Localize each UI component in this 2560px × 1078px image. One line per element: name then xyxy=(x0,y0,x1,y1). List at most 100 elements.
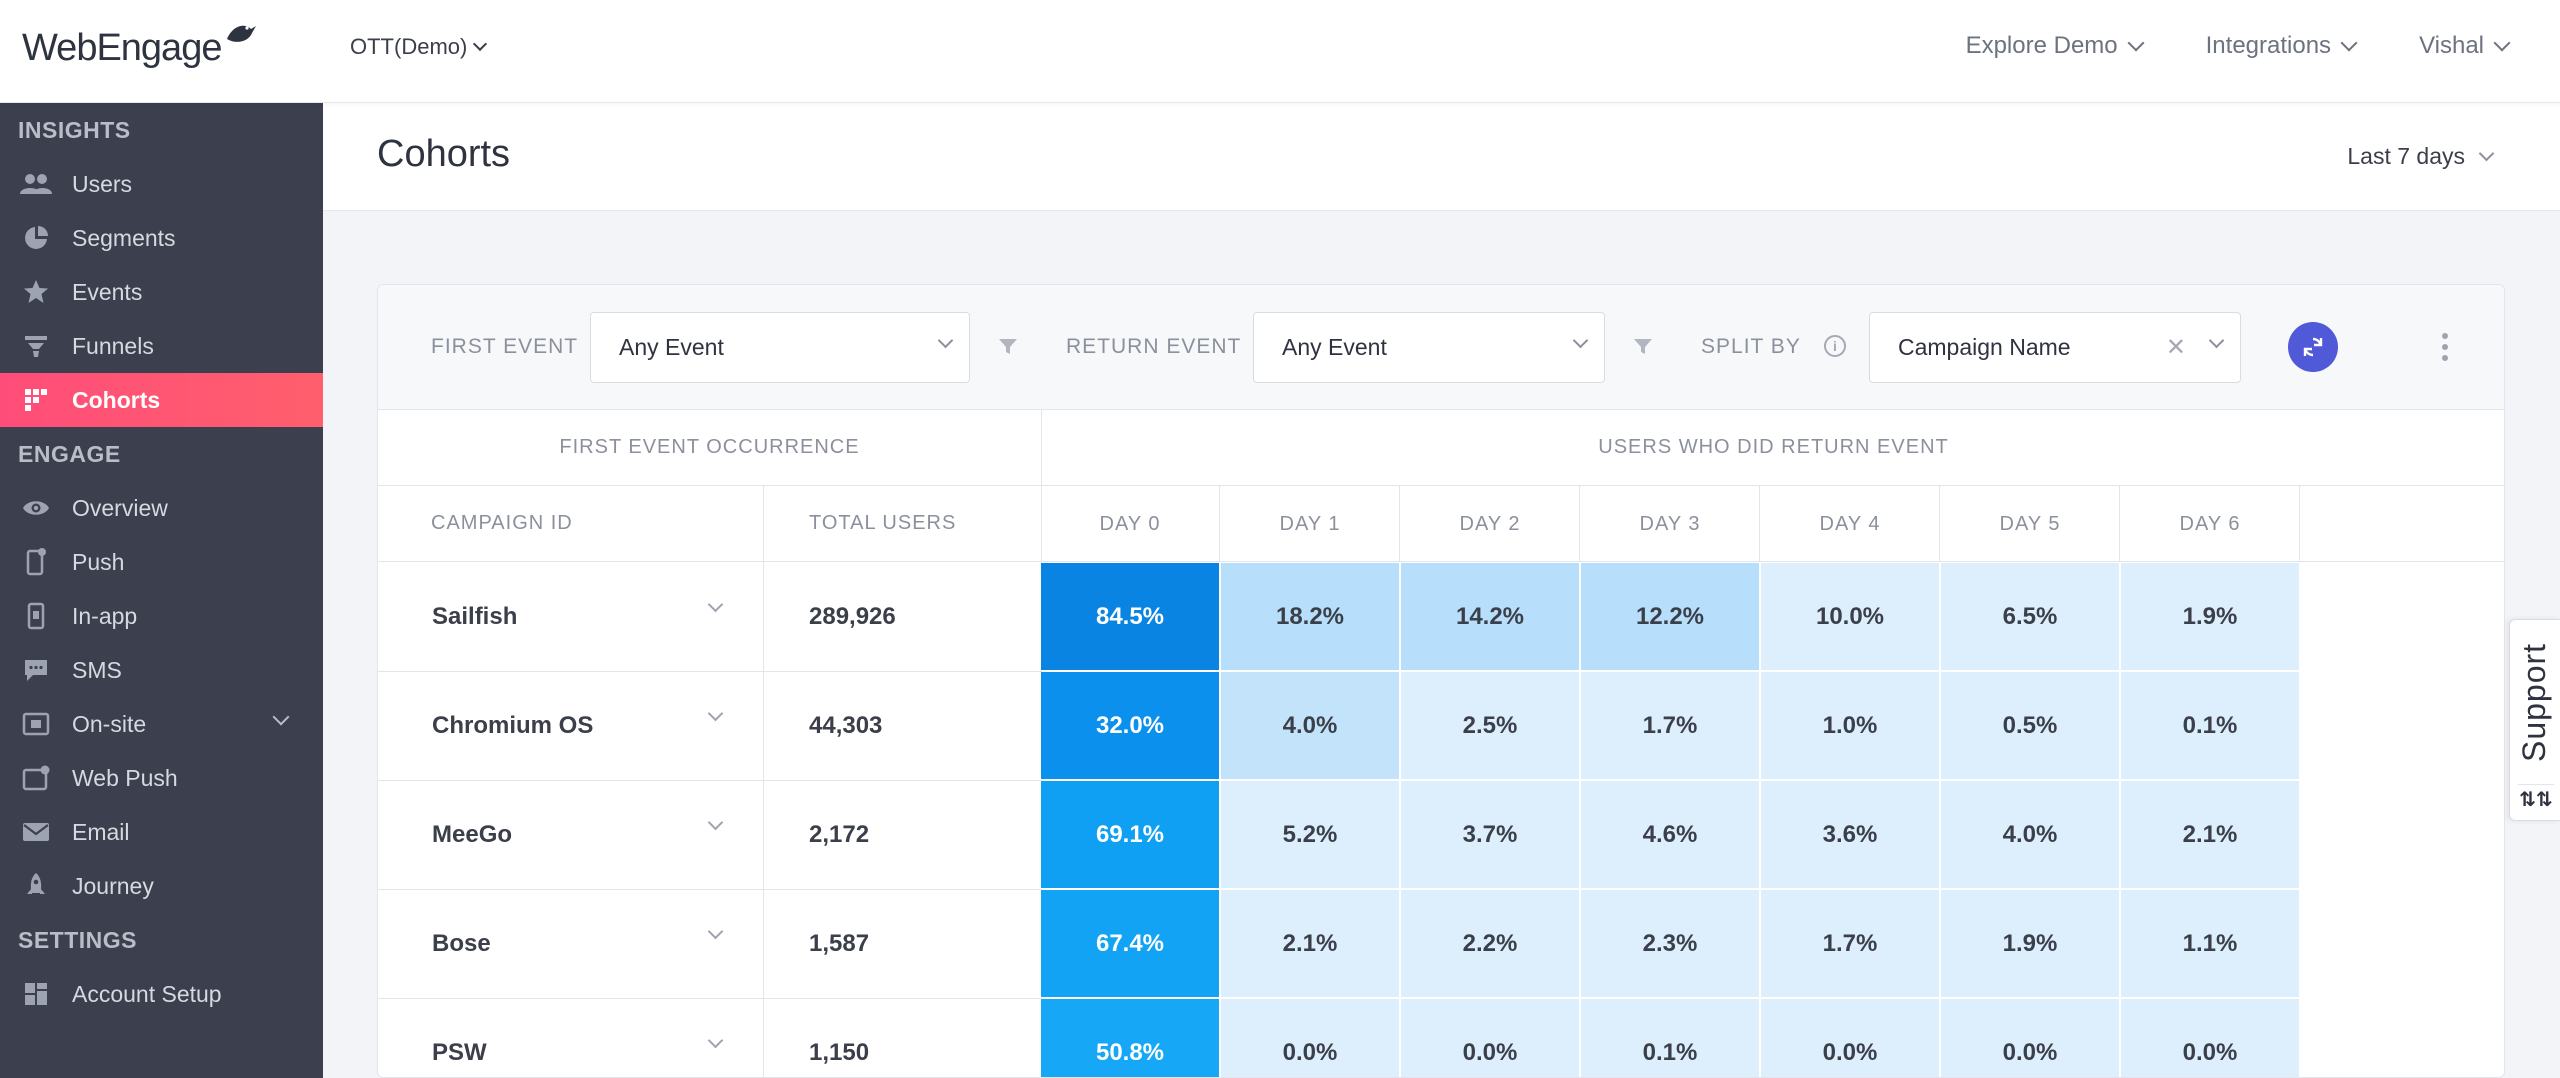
sidebar-item-journey[interactable]: Journey xyxy=(0,859,323,913)
retention-cell[interactable]: 0.0% xyxy=(1401,999,1580,1077)
retention-cell[interactable]: 0.1% xyxy=(2121,672,2300,780)
project-selector[interactable]: OTT(Demo) xyxy=(350,34,488,60)
table-row[interactable]: MeeGo 2,172 xyxy=(378,781,1041,890)
retention-cell[interactable]: 0.0% xyxy=(1761,999,1940,1077)
sidebar-item-email[interactable]: Email xyxy=(0,805,323,859)
total-users: 1,150 xyxy=(809,1039,870,1066)
table-row[interactable]: PSW 1,150 xyxy=(378,999,1041,1077)
retention-cell[interactable]: 0.5% xyxy=(1941,672,2120,780)
table-row[interactable]: Chromium OS 44,303 xyxy=(378,672,1041,781)
top-bar: WebEngage OTT(Demo) Explore Demo Integra… xyxy=(0,0,2560,103)
sidebar-item-users[interactable]: Users xyxy=(0,157,323,211)
retention-cell[interactable]: 5.2% xyxy=(1221,781,1400,889)
chevron-down-icon[interactable] xyxy=(707,923,724,940)
date-range-selector[interactable]: Last 7 days xyxy=(2347,143,2495,170)
retention-cell[interactable]: 14.2% xyxy=(1401,563,1580,671)
bird-icon xyxy=(223,14,257,57)
sidebar-item-label: Account Setup xyxy=(72,980,222,1007)
campaign-name: PSW xyxy=(432,1039,487,1066)
sidebar-item-overview[interactable]: Overview xyxy=(0,481,323,535)
star-icon xyxy=(18,277,54,307)
explore-demo-menu[interactable]: Explore Demo xyxy=(1966,32,2145,60)
sidebar-section-engage: ENGAGE xyxy=(18,440,121,467)
chevron-down-icon[interactable] xyxy=(707,1032,724,1049)
retention-cell[interactable]: 1.0% xyxy=(1761,672,1940,780)
retention-cell[interactable]: 6.5% xyxy=(1941,563,2120,671)
retention-cell[interactable]: 2.1% xyxy=(1221,890,1400,998)
info-icon[interactable]: i xyxy=(1824,335,1846,357)
retention-cell[interactable]: 3.7% xyxy=(1401,781,1580,889)
retention-cell[interactable]: 0.1% xyxy=(1581,999,1760,1077)
first-event-select[interactable]: Any Event xyxy=(590,312,970,383)
more-options-icon[interactable] xyxy=(2442,333,2448,361)
web-push-icon xyxy=(18,763,54,793)
retention-cell[interactable]: 4.0% xyxy=(1221,672,1400,780)
chevron-down-icon[interactable] xyxy=(707,596,724,613)
user-menu[interactable]: Vishal xyxy=(2419,32,2511,60)
split-by-value: Campaign Name xyxy=(1898,334,2071,360)
retention-cell[interactable]: 67.4% xyxy=(1041,890,1220,998)
retention-cell[interactable]: 3.6% xyxy=(1761,781,1940,889)
sidebar-item-segments[interactable]: Segments xyxy=(0,211,323,265)
filter-icon[interactable] xyxy=(998,337,1018,362)
chevron-down-icon xyxy=(473,36,488,52)
split-by-select[interactable]: Campaign Name ✕ xyxy=(1869,312,2241,383)
sidebar-item-label: Overview xyxy=(72,494,168,521)
total-users: 2,172 xyxy=(809,821,870,848)
mobile-push-icon xyxy=(18,547,54,577)
retention-cell[interactable]: 50.8% xyxy=(1041,999,1220,1077)
return-event-select[interactable]: Any Event xyxy=(1253,312,1605,383)
sidebar-item-funnels[interactable]: Funnels xyxy=(0,319,323,373)
chevron-down-icon[interactable] xyxy=(707,705,724,722)
retention-cell[interactable]: 4.6% xyxy=(1581,781,1760,889)
sidebar-item-cohorts[interactable]: Cohorts xyxy=(0,373,323,427)
table-row[interactable]: Bose 1,587 xyxy=(378,890,1041,999)
chevron-down-icon[interactable] xyxy=(707,814,724,831)
integrations-menu[interactable]: Integrations xyxy=(2206,32,2358,60)
sidebar-item-account-setup[interactable]: Account Setup xyxy=(0,967,323,1021)
retention-cell[interactable]: 1.1% xyxy=(2121,890,2300,998)
refresh-button[interactable] xyxy=(2288,322,2338,372)
page-header: Cohorts Last 7 days xyxy=(323,103,2560,211)
split-by-label: SPLIT BY xyxy=(1701,335,1801,358)
retention-cell[interactable]: 1.7% xyxy=(1581,672,1760,780)
user-name: Vishal xyxy=(2419,32,2484,59)
sidebar-item-on-site[interactable]: On-site xyxy=(0,697,323,751)
retention-cell[interactable]: 2.1% xyxy=(2121,781,2300,889)
campaign-name: Bose xyxy=(432,930,491,957)
retention-cell[interactable]: 2.2% xyxy=(1401,890,1580,998)
table-row[interactable]: Sailfish 289,926 xyxy=(378,563,1041,672)
sidebar-item-events[interactable]: Events xyxy=(0,265,323,319)
retention-cell[interactable]: 0.0% xyxy=(1221,999,1400,1077)
support-tab[interactable]: Support ⇅⇅ xyxy=(2509,619,2560,821)
chevron-down-icon[interactable] xyxy=(272,708,290,726)
sidebar-item-label: In-app xyxy=(72,602,138,629)
retention-cell[interactable]: 0.0% xyxy=(1941,999,2120,1077)
webengage-logo[interactable]: WebEngage xyxy=(22,18,257,78)
sidebar-item-in-app[interactable]: In-app xyxy=(0,589,323,643)
retention-cell[interactable]: 1.9% xyxy=(1941,890,2120,998)
cohorts-grid-icon xyxy=(18,385,54,415)
filter-icon[interactable] xyxy=(1633,337,1653,362)
retention-cell[interactable]: 10.0% xyxy=(1761,563,1940,671)
page-title: Cohorts xyxy=(377,133,511,175)
browser-window-icon xyxy=(18,709,54,739)
retention-cell[interactable]: 84.5% xyxy=(1041,563,1220,671)
sidebar-item-push[interactable]: Push xyxy=(0,535,323,589)
sidebar-item-label: On-site xyxy=(72,710,147,737)
retention-cell[interactable]: 4.0% xyxy=(1941,781,2120,889)
chat-bubble-icon xyxy=(18,655,54,685)
retention-cell[interactable]: 2.5% xyxy=(1401,672,1580,780)
retention-cell[interactable]: 32.0% xyxy=(1041,672,1220,780)
retention-cell[interactable]: 18.2% xyxy=(1221,563,1400,671)
retention-cell[interactable]: 12.2% xyxy=(1581,563,1760,671)
retention-cell[interactable]: 2.3% xyxy=(1581,890,1760,998)
sidebar-item-sms[interactable]: SMS xyxy=(0,643,323,697)
clear-icon[interactable]: ✕ xyxy=(2165,334,2186,361)
retention-cell[interactable]: 1.9% xyxy=(2121,563,2300,671)
sidebar-item-web-push[interactable]: Web Push xyxy=(0,751,323,805)
retention-cell[interactable]: 69.1% xyxy=(1041,781,1220,889)
column-header-day: DAY 0 xyxy=(1041,486,1220,562)
retention-cell[interactable]: 1.7% xyxy=(1761,890,1940,998)
retention-cell[interactable]: 0.0% xyxy=(2121,999,2300,1077)
